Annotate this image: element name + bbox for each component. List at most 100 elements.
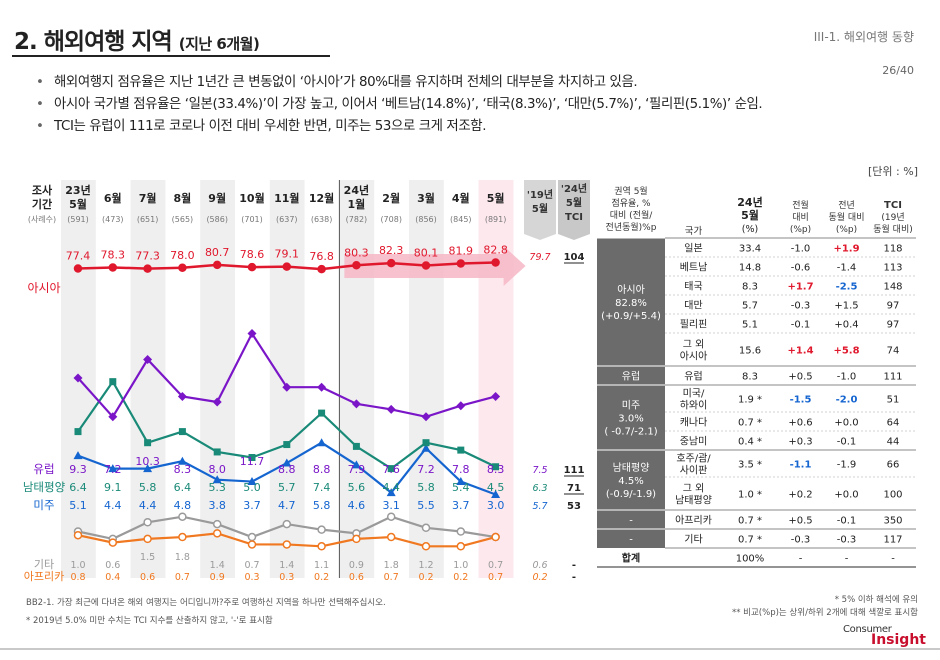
series-label-other: 기타 bbox=[34, 558, 54, 571]
series-value-label-europe: 8.0 bbox=[208, 463, 226, 476]
table-tci-value: 44 bbox=[887, 437, 900, 448]
data-point-europe bbox=[108, 412, 118, 422]
period-sample-size: (565) bbox=[172, 215, 194, 224]
table-header-tci: 동월 대비) bbox=[873, 223, 913, 235]
data-point-africa bbox=[178, 532, 187, 542]
logo-line1: Consumer bbox=[843, 624, 892, 635]
table-tci-value: 117 bbox=[883, 535, 902, 546]
data-point-americas bbox=[108, 464, 118, 473]
series-value-label-europe: 8.3 bbox=[174, 463, 192, 476]
row-header-label: 기간 bbox=[32, 197, 52, 211]
series-value-label-americas: 3.8 bbox=[208, 499, 226, 512]
period-sample-size: (856) bbox=[415, 215, 437, 224]
table-tci-value: 97 bbox=[887, 320, 900, 331]
series-value-label-americas: 3.7 bbox=[243, 499, 261, 512]
series-value-label-other: 1.8 bbox=[175, 552, 190, 563]
data-point-africa bbox=[143, 534, 152, 544]
series-value-label-south-pacific: 4.4 bbox=[382, 481, 400, 494]
table-yoy-value: - bbox=[845, 554, 849, 565]
table-mom-value: -0.1 bbox=[791, 320, 811, 331]
table-yoy-value: +1.5 bbox=[834, 301, 858, 312]
bullet-item: TCI는 유럽이 111로 코로나 이전 대비 우세한 반면, 미주는 53으로… bbox=[32, 116, 872, 138]
asia-value-label: 80.1 bbox=[414, 246, 439, 259]
data-point-asia bbox=[212, 260, 222, 270]
series-value-label-africa: 0.2 bbox=[418, 572, 433, 583]
data-point-africa bbox=[352, 534, 361, 544]
series-value-label-other: 1.4 bbox=[210, 560, 225, 571]
table-mom-value: +1.7 bbox=[787, 282, 813, 293]
data-point-europe bbox=[317, 382, 327, 392]
period-sample-size: (651) bbox=[137, 215, 159, 224]
period-month-label: 10월 bbox=[239, 191, 264, 205]
series-value-label-africa: 0.9 bbox=[210, 572, 225, 583]
table-header-yoy: 동월 대비 bbox=[829, 211, 865, 223]
data-point-americas bbox=[351, 460, 361, 469]
data-point-asia bbox=[386, 258, 396, 268]
series-value-label-south-pacific: 5.4 bbox=[452, 481, 470, 494]
data-point-europe bbox=[143, 354, 153, 364]
period-sample-size: (638) bbox=[311, 215, 333, 224]
series-value-label-other: 0.7 bbox=[244, 560, 259, 571]
ref-column-header: 5월 bbox=[532, 203, 548, 215]
table-region-cell bbox=[597, 238, 665, 366]
data-point-americas bbox=[73, 451, 83, 460]
table-country-name: 유럽 bbox=[684, 371, 702, 383]
column-shade bbox=[409, 180, 444, 578]
table-mom-value: +0.2 bbox=[788, 490, 812, 501]
data-point-americas bbox=[282, 458, 292, 467]
series-value-label-americas: 5.8 bbox=[313, 499, 331, 512]
period-month-label: 11월 bbox=[274, 191, 299, 205]
series-value-label-south-pacific: 6.4 bbox=[69, 481, 87, 494]
table-country-name: 하와이 bbox=[680, 399, 708, 412]
series-value-label-africa: 0.3 bbox=[244, 572, 259, 583]
table-header-share: (%) bbox=[742, 224, 758, 235]
table-yoy-value: +0.0 bbox=[834, 490, 858, 501]
table-header-mom: 전월 bbox=[792, 199, 809, 211]
table-region-label: 합계 bbox=[622, 552, 640, 565]
table-region-cell bbox=[597, 366, 665, 385]
table-tci-value: 66 bbox=[887, 460, 900, 471]
series-value-label-americas: 4.4 bbox=[139, 499, 157, 512]
bullet-item: 해외여행지 점유율은 지난 1년간 큰 변동없이 ‘아시아’가 80%대를 유지… bbox=[32, 72, 872, 94]
table-yoy-value: +5.8 bbox=[833, 346, 859, 357]
data-point-south-pacific bbox=[422, 439, 430, 447]
section-label: III-1. 해외여행 동향 bbox=[813, 30, 914, 44]
period-sample-size: (708) bbox=[380, 215, 402, 224]
series-value-label-africa: 0.2 bbox=[453, 572, 468, 583]
data-point-europe bbox=[73, 373, 83, 383]
data-point-south-pacific bbox=[492, 463, 500, 471]
table-header-region: 전년동월)%p bbox=[606, 221, 657, 233]
data-point-africa bbox=[317, 542, 326, 551]
table-region-cell bbox=[597, 510, 665, 529]
asia-tci-value: 104 bbox=[564, 252, 585, 263]
data-point-americas bbox=[456, 477, 466, 486]
period-month-label: 7월 bbox=[139, 191, 157, 205]
table-share-value: 5.7 bbox=[742, 301, 758, 312]
logo-line2: Insight bbox=[871, 632, 926, 648]
row-header-label: 조사 bbox=[32, 183, 53, 197]
series-value-label-americas: 5.5 bbox=[417, 499, 435, 512]
table-header-country: 국가 bbox=[685, 226, 703, 237]
period-sample-size: (591) bbox=[67, 215, 89, 224]
table-tci-value: 74 bbox=[887, 346, 900, 357]
title-underline bbox=[12, 55, 330, 57]
data-point-africa bbox=[212, 529, 222, 538]
series-value-label-africa: 0.8 bbox=[70, 572, 85, 583]
table-region-label: 남태평양 bbox=[613, 462, 650, 474]
table-region-label: ( -0.7/-2.1) bbox=[604, 427, 657, 438]
table-region-label: (+0.9/+5.4) bbox=[601, 311, 661, 322]
table-country-name: 미국/ bbox=[683, 388, 705, 400]
period-month-label: 1월 bbox=[348, 197, 366, 211]
table-region-label: 82.8% bbox=[615, 298, 647, 309]
tci-column-header-bg bbox=[558, 180, 590, 240]
period-sample-size: (473) bbox=[102, 215, 124, 224]
data-point-americas bbox=[317, 438, 327, 447]
data-point-asia bbox=[282, 262, 292, 271]
data-point-europe bbox=[491, 391, 501, 401]
period-month-label: 12월 bbox=[309, 191, 334, 205]
series-value-label-europe: 8.3 bbox=[487, 463, 505, 476]
table-mom-value: -1.5 bbox=[790, 395, 812, 406]
series-ref-value: 7.5 bbox=[532, 465, 547, 476]
tci-column-header: 5월 bbox=[566, 197, 582, 209]
data-point-americas bbox=[421, 443, 431, 452]
